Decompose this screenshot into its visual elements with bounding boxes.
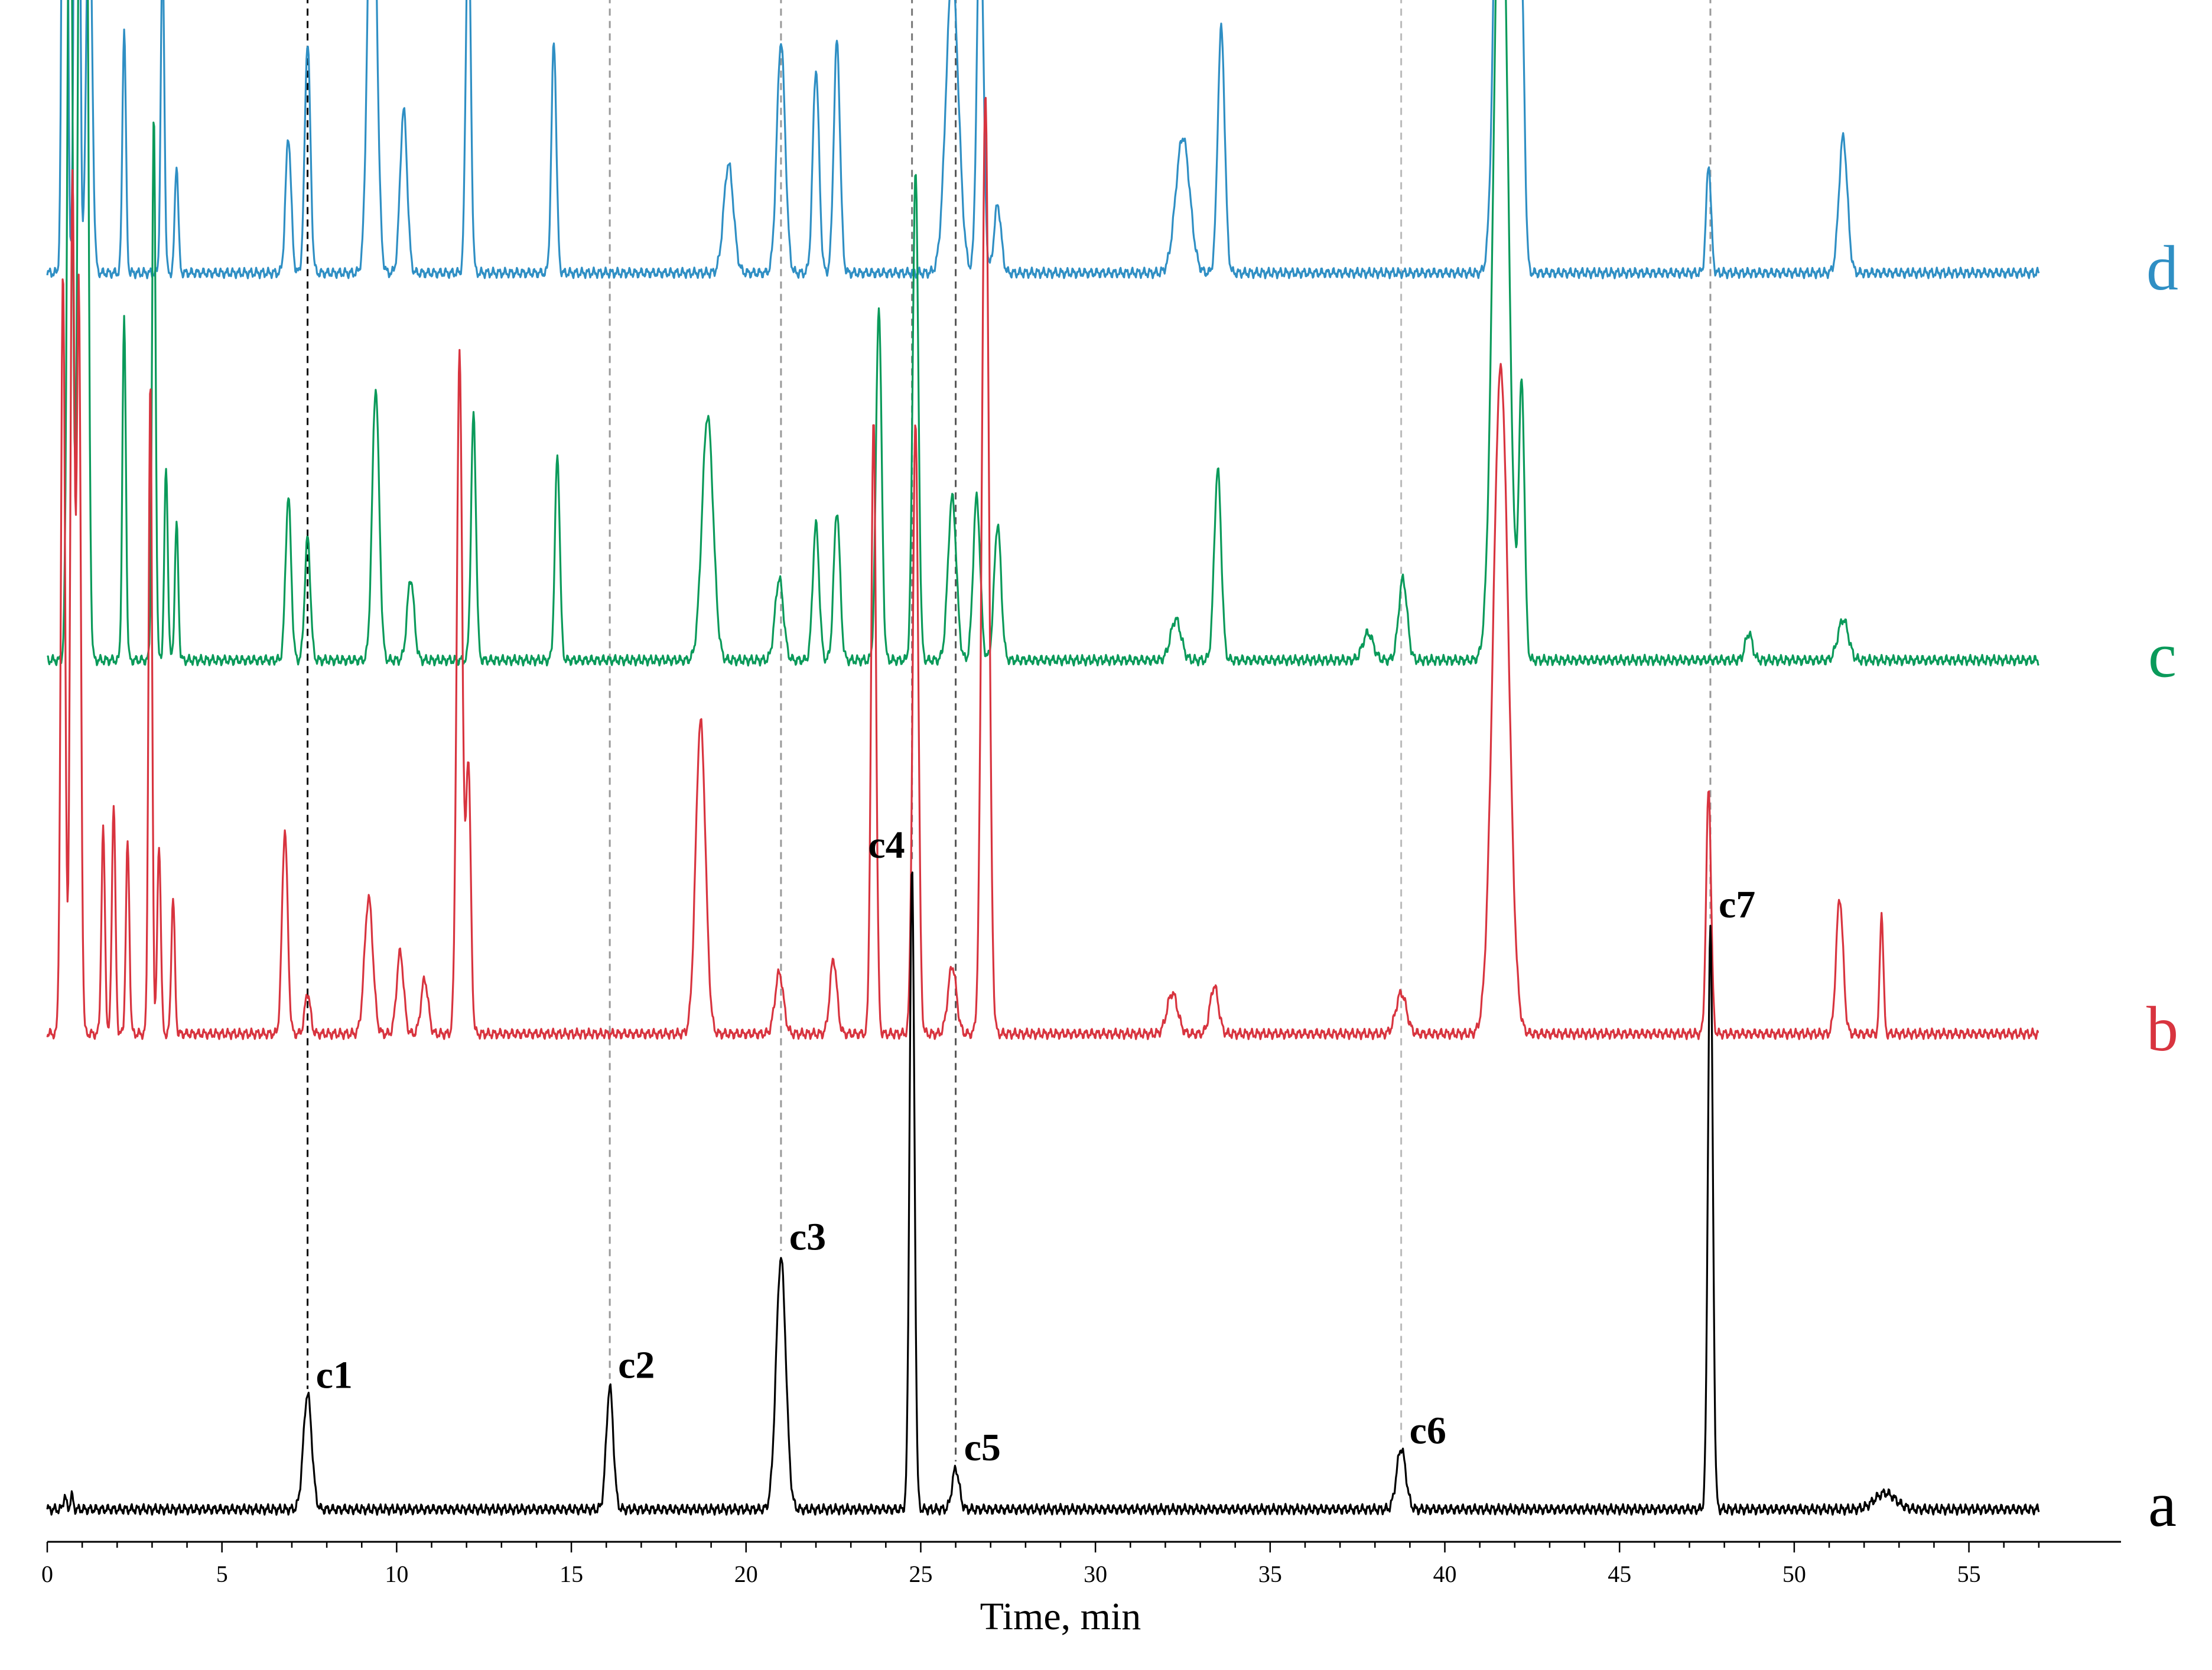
x-tick-label: 0 bbox=[41, 1561, 53, 1587]
trace-label-c: c bbox=[2148, 621, 2177, 691]
x-tick-label: 50 bbox=[1782, 1561, 1806, 1587]
x-axis-title: Time, min bbox=[980, 1595, 1141, 1638]
peak-label-c5: c5 bbox=[964, 1426, 1001, 1469]
peak-label-c4: c4 bbox=[868, 823, 905, 867]
trace-c bbox=[47, 0, 2039, 667]
x-tick-label: 20 bbox=[734, 1561, 758, 1587]
trace-label-b: b bbox=[2146, 994, 2178, 1064]
labels: edcbac1c2c3c4c5c6c7 bbox=[316, 233, 2178, 1540]
x-tick-label: 30 bbox=[1084, 1561, 1107, 1587]
trace-label-a: a bbox=[2148, 1470, 2177, 1540]
trace-b bbox=[46, 97, 2039, 1040]
x-tick-label: 35 bbox=[1258, 1561, 1282, 1587]
traces bbox=[46, 0, 2040, 1516]
peak-label-c3: c3 bbox=[789, 1215, 826, 1258]
x-tick-label: 40 bbox=[1433, 1561, 1457, 1587]
trace-a bbox=[46, 871, 2040, 1516]
trace-label-d: d bbox=[2146, 233, 2178, 304]
peak-label-c7: c7 bbox=[1719, 883, 1755, 926]
x-tick-label: 10 bbox=[385, 1561, 408, 1587]
peak-label-c6: c6 bbox=[1410, 1409, 1446, 1453]
x-tick-label: 25 bbox=[909, 1561, 932, 1587]
peak-label-c1: c1 bbox=[316, 1353, 353, 1396]
reference-lines bbox=[307, 0, 1712, 1461]
x-tick-label: 55 bbox=[1957, 1561, 1981, 1587]
x-tick-label: 5 bbox=[216, 1561, 228, 1587]
x-tick-label: 15 bbox=[559, 1561, 583, 1587]
peak-label-c2: c2 bbox=[618, 1343, 655, 1386]
trace-d bbox=[46, 0, 2040, 279]
x-axis: 0 5 10 15 20 25 30 35 40 45 50 55 Time, min bbox=[41, 1541, 2121, 1638]
x-tick-label: 45 bbox=[1608, 1561, 1631, 1587]
